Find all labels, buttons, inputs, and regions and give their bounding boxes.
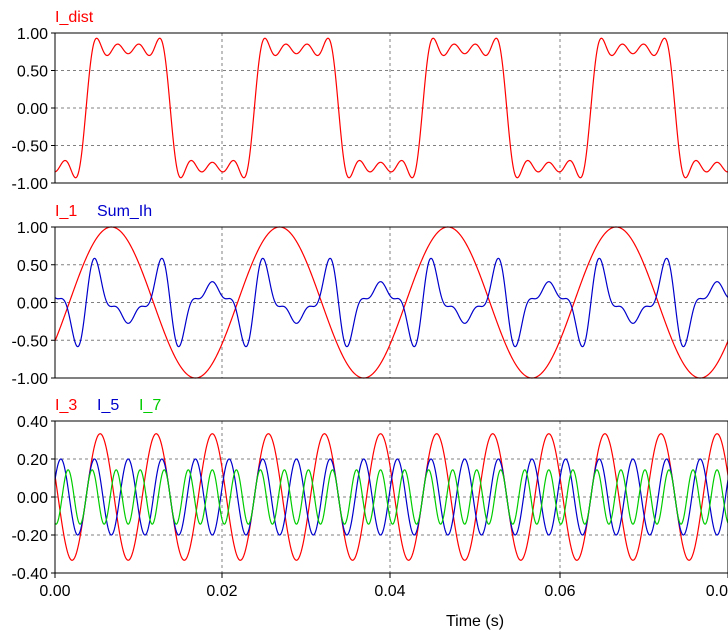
y-tick-label: 0.50 [17,64,48,81]
y-tick-label: -1.00 [12,176,49,193]
x-tick-label: 0.0 [706,583,728,600]
x-tick-label: 0.00 [39,583,70,600]
plot-frame [54,226,728,379]
series-line-i-dist [54,37,728,179]
x-tick-label: 0.02 [206,583,237,600]
plot-frame [54,32,728,184]
y-tick-label: 0.40 [17,414,48,431]
y-tick-label: 1.00 [17,220,48,237]
series-line-sum-ih [54,257,728,348]
legend-label: I_5 [97,397,119,414]
y-tick-label: 0.00 [17,296,48,313]
y-tick-label: 0.00 [17,101,48,118]
legend-label: I_1 [55,203,77,220]
x-axis-label: Time (s) [446,613,504,630]
y-tick-label: 0.20 [17,452,48,469]
y-tick-label: -0.40 [12,566,49,583]
y-tick-label: 1.00 [17,26,48,43]
plot-frame [54,420,728,574]
legend-label: I_3 [55,397,77,414]
y-tick-label: -0.50 [12,139,49,156]
legend-label: I_dist [55,9,94,26]
y-tick-label: -0.50 [12,333,49,350]
series-line-i-7 [54,469,728,525]
y-tick-label: 0.00 [17,490,48,507]
y-tick-label: -1.00 [12,371,49,388]
y-tick-label: 0.50 [17,258,48,275]
x-tick-label: 0.06 [544,583,575,600]
legend-label: I_7 [139,397,161,414]
x-tick-label: 0.04 [374,583,405,600]
legend-label: Sum_Ih [97,203,152,220]
y-tick-label: -0.20 [12,528,49,545]
